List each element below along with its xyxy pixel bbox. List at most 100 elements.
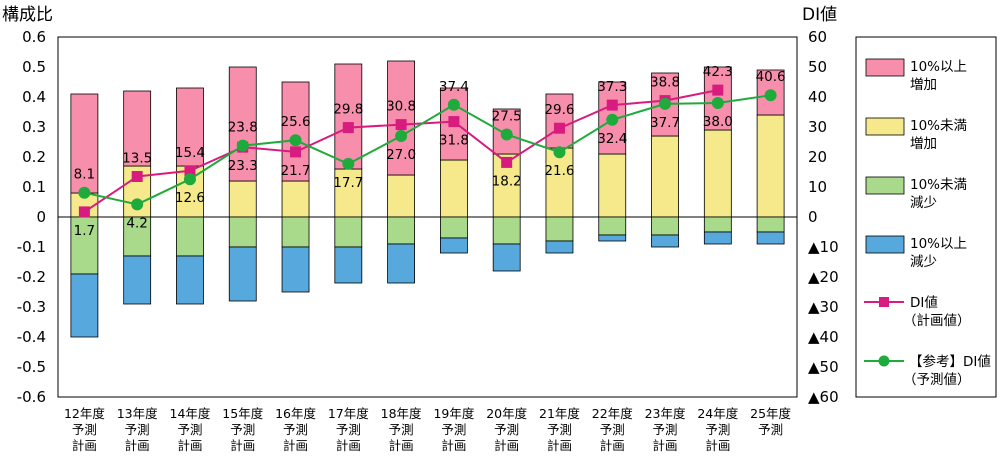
marker-di_forecast [289, 134, 302, 147]
bar-inc_large [281, 81, 310, 182]
bar-dec_small [334, 216, 363, 248]
category-label: 16年度 [275, 406, 316, 421]
marker-di_plan [553, 122, 565, 134]
data-label-di_forecast: 40.6 [756, 69, 786, 85]
bar-inc_large [545, 93, 574, 149]
legend-box [855, 36, 997, 398]
category-label: 12年度 [64, 406, 105, 421]
legend-marker-di_forecast [878, 355, 890, 367]
legend-swatch-inc_small [865, 117, 905, 136]
bar-dec_large [70, 273, 99, 338]
category-label: 計画 [705, 438, 730, 453]
category-label: 14年度 [170, 406, 211, 421]
marker-di_forecast [500, 128, 513, 141]
bar-dec_large [228, 246, 257, 302]
data-label-di_plan: 30.8 [386, 99, 416, 115]
legend-swatch-dec_large [865, 235, 905, 254]
category-label: 予測 [705, 422, 730, 437]
category-label: 予測 [336, 422, 361, 437]
bar-dec_small [439, 216, 468, 239]
marker-di_forecast [764, 89, 777, 102]
category-label: 予測 [494, 422, 519, 437]
marker-di_plan [184, 165, 196, 177]
bar-inc_small [281, 180, 310, 218]
bar-dec_large [651, 234, 679, 248]
data-label-di_forecast: 8.1 [74, 167, 95, 183]
bar-inc_small [228, 180, 257, 218]
legend-label-di_forecast: （予測値） [903, 372, 971, 388]
category-label: 計画 [600, 438, 625, 453]
category-label: 計画 [547, 438, 572, 453]
legend-swatch-inc_large [865, 58, 905, 77]
data-label-di_forecast: 21.6 [544, 163, 574, 179]
marker-di_forecast [183, 173, 196, 186]
category-label: 計画 [283, 438, 308, 453]
marker-di_forecast [395, 130, 408, 142]
bar-inc_large [387, 60, 416, 176]
category-label: 13年度 [117, 406, 158, 421]
data-label-di_forecast: 12.6 [175, 190, 205, 206]
data-label-di_forecast: 27.5 [492, 109, 522, 125]
category-label: 計画 [441, 438, 466, 453]
category-label: 予測 [177, 422, 202, 437]
bar-dec_small [651, 216, 679, 236]
bar-dec_small [598, 216, 627, 236]
marker-di_forecast [236, 139, 249, 152]
category-label: 15年度 [222, 406, 263, 421]
legend-label-dec_small: 減少 [910, 194, 937, 211]
bar-inc_large [176, 87, 204, 167]
data-label-di_plan: 15.4 [175, 145, 205, 161]
category-label: 予測 [441, 422, 466, 437]
marker-di_plan [342, 122, 354, 134]
bar-dec_large [123, 255, 152, 305]
data-label-di_forecast: 17.7 [333, 175, 363, 191]
bar-dec_large [756, 231, 785, 245]
y-left-tick-label: -0.6 [17, 388, 46, 406]
bar-dec_small [123, 216, 152, 257]
y-left-tick-label: 0.5 [22, 58, 46, 76]
category-label: 21年度 [539, 406, 580, 421]
bar-dec_large [545, 240, 574, 254]
y-left-tick-label: 0.2 [22, 148, 46, 166]
marker-di_plan [78, 206, 90, 218]
category-label: 計画 [177, 438, 202, 453]
data-label-di_plan: 29.8 [333, 102, 363, 118]
data-label-di_plan: 18.2 [492, 173, 522, 189]
bar-inc_small [703, 129, 732, 218]
bar-dec_large [703, 231, 732, 245]
bar-dec_small [492, 216, 521, 245]
data-label-di_plan: 13.5 [122, 151, 152, 167]
bar-inc_small [387, 174, 416, 218]
legend-label-di_forecast: 【参考】DI値 [909, 353, 991, 370]
marker-di_forecast [711, 97, 724, 109]
data-label-di_plan: 21.7 [281, 163, 311, 179]
y-left-tick-label: -0.1 [17, 238, 46, 256]
bar-inc_small [545, 147, 574, 218]
data-label-di_forecast: 25.6 [281, 114, 311, 130]
marker-di_plan [290, 146, 302, 158]
bar-inc_large [70, 93, 99, 194]
legend-label-di_plan: DI値 [910, 295, 938, 311]
marker-di_plan [501, 156, 513, 168]
marker-di_forecast [553, 146, 566, 159]
data-label-di_forecast: 4.2 [126, 215, 147, 231]
marker-di_forecast [78, 186, 91, 199]
y-right-tick-label: 50 [808, 58, 827, 76]
y-right-tick-label: 10 [808, 178, 827, 196]
category-label: 予測 [283, 422, 308, 437]
bar-dec_small [281, 216, 310, 248]
data-label-di_forecast: 38.0 [703, 114, 733, 130]
y-right-tick-label: 40 [808, 88, 827, 106]
category-label: 計画 [336, 438, 361, 453]
marker-di_plan [606, 99, 618, 111]
y-right-tick-label: 20 [808, 148, 827, 166]
category-label: 23年度 [645, 406, 686, 421]
data-label-di_forecast: 23.8 [228, 120, 258, 136]
data-label-di_plan: 31.8 [439, 133, 469, 149]
y-right-tick-label: 0 [808, 208, 818, 226]
bar-dec_small [703, 216, 732, 233]
y-right-tick-label: ▲10 [808, 238, 839, 256]
data-label-di_forecast: 37.7 [650, 115, 680, 131]
data-label-di_plan: 37.3 [597, 79, 627, 95]
